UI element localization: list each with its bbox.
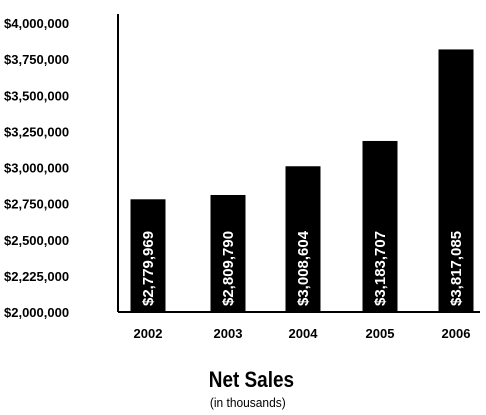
bar-value-label: $3,008,604 [295,230,312,306]
bar-value-label: $2,779,969 [140,231,157,306]
bar [438,49,474,313]
y-tick-label: $2,750,000 [4,197,69,212]
y-tick-label: $2,225,000 [4,269,69,284]
bar [362,140,398,312]
y-tick-label: $3,000,000 [4,161,69,176]
bar [130,199,166,312]
y-tick-label: $3,750,000 [4,52,69,67]
y-tick-label: $4,000,000 [4,16,69,31]
bar [285,166,321,312]
y-tick-label: $2,000,000 [4,305,69,320]
bar [210,194,246,312]
y-tick-label: $3,500,000 [4,88,69,103]
x-tick-label: 2006 [442,326,471,341]
y-tick-label: $2,500,000 [4,233,69,248]
bar-value-label: $3,183,707 [372,231,389,306]
chart-title: Net Sales [208,367,294,392]
chart-subtitle: (in thousands) [209,395,286,410]
y-tick-label: $3,250,000 [4,124,69,139]
bar-value-label: $2,809,790 [220,231,237,306]
x-tick-label: 2005 [366,326,395,341]
x-tick-label: 2004 [289,326,319,341]
x-tick-label: 2002 [134,326,163,341]
bar-chart: $2,000,000 $2,225,000 $2,500,000 $2,750,000… [4,14,480,341]
x-tick-label: 2003 [214,326,243,341]
bar-value-label: $3,817,085 [448,231,465,306]
